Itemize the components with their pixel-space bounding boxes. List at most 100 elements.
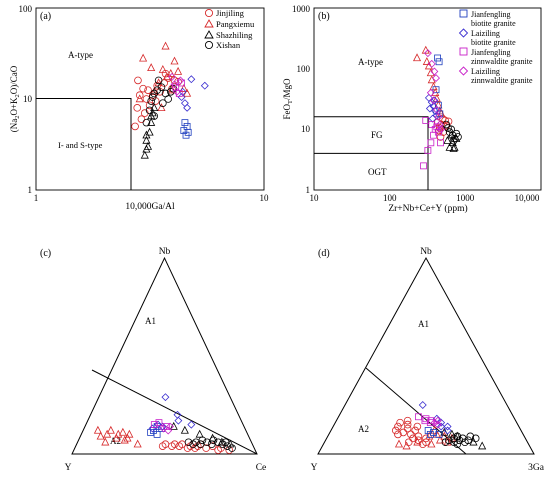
data-point-pangxiemu — [123, 433, 132, 442]
panel-d-apex-left: Y — [311, 463, 318, 473]
panel-d-apex-right: 3Ga — [528, 463, 545, 473]
data-point-jianfengling-biotite-granite — [153, 430, 161, 438]
data-point-pangxiemu — [427, 439, 436, 448]
panel-b-x-axis: 10 100 1000 10,000 Zr+Nb+Ce+Y (ppm) — [310, 193, 540, 214]
panel-b-x-tick-label: 1000 — [456, 193, 475, 203]
data-point-jinjiling — [133, 104, 142, 112]
legend-marker-jinjiling — [204, 8, 214, 18]
data-point-pangxiemu — [120, 435, 129, 444]
data-point-laiziling-zinnwaldite-granite — [170, 80, 179, 89]
panel-d-label: (d) — [318, 248, 330, 259]
legend-label: Jinjiling — [216, 8, 245, 18]
data-point-jinjiling — [414, 436, 423, 445]
data-point-pangxiemu — [412, 53, 422, 62]
panel-b-x-tick-label: 10,000 — [515, 193, 540, 203]
data-point-pangxiemu — [402, 441, 411, 450]
panel-b-field-label-ogt: OGT — [368, 167, 387, 177]
panel-b: (b) A-type FG OGT 10 100 1000 10,000 Zr+… — [282, 4, 542, 214]
data-point-jianfengling-biotite-granite — [435, 430, 443, 438]
data-point-laiziling-zinnwaldite-granite — [429, 96, 438, 105]
legend-marker-jianfengling-zinnwaldite — [459, 47, 468, 56]
data-point-jinjiling — [134, 76, 142, 85]
data-point-xishan — [145, 106, 154, 115]
data-point-laiziling-biotite-granite — [430, 96, 439, 105]
panel-b-legend: Jianfengling biotite granite Laiziling b… — [458, 9, 533, 85]
data-point-jinjiling — [413, 422, 422, 431]
data-point-jinjiling — [399, 428, 408, 437]
data-point-jinjiling — [403, 420, 412, 429]
data-point-jinjiling — [140, 109, 149, 117]
data-point-shazhiling — [169, 421, 178, 430]
panel-c-field-label-a1: A1 — [145, 316, 156, 326]
panel-b-y-tick-label: 1000 — [292, 4, 311, 14]
data-point-jianfengling-biotite-granite — [184, 128, 192, 136]
panel-a-x-axis: 1 10 10,000Ga/Al — [34, 193, 269, 212]
panel-b-x-axis-title: Zr+Nb+Ce+Y (ppm) — [388, 203, 467, 214]
data-point-jinjiling — [411, 426, 420, 435]
data-point-pangxiemu — [170, 56, 179, 65]
data-point-shazhiling — [445, 142, 454, 151]
panel-b-y-tick-label: 10 — [301, 124, 311, 134]
panel-d-triangle-frame — [317, 256, 535, 455]
data-point-laiziling-zinnwaldite-granite — [430, 67, 439, 76]
legend-label: zinnwaldite granite — [471, 57, 533, 66]
data-point-pangxiemu — [103, 429, 112, 438]
data-point-laiziling-biotite-granite — [425, 104, 434, 113]
data-point-laiziling-biotite-granite — [427, 98, 436, 107]
data-point-pangxiemu — [413, 437, 422, 446]
data-point-laiziling-zinnwaldite-granite — [432, 105, 441, 114]
panel-c-apex-top: Nb — [159, 247, 171, 257]
data-point-laiziling-zinnwaldite-granite — [176, 76, 185, 85]
data-point-xishan — [449, 136, 458, 145]
data-point-pangxiemu — [157, 103, 166, 112]
panel-d: (d) Nb Y 3Ga A1 A2 — [311, 247, 545, 473]
legend-marker-shazhiling — [204, 30, 214, 39]
panel-d-field-label-a1: A1 — [418, 319, 429, 329]
legend-label: Jianfengling — [471, 10, 511, 19]
data-point-xishan — [150, 112, 159, 120]
data-point-xishan — [214, 438, 222, 447]
data-point-laiziling-zinnwaldite-granite — [172, 87, 181, 96]
data-point-pangxiemu — [422, 57, 431, 65]
data-point-jianfengling-zinnwaldite-granite — [421, 417, 429, 425]
data-point-xishan — [444, 436, 453, 445]
data-point-laiziling-biotite-granite — [428, 114, 437, 123]
data-point-pangxiemu — [125, 429, 134, 438]
data-point-pangxiemu — [435, 435, 445, 444]
data-point-jianfengling-biotite-granite — [432, 86, 440, 94]
data-point-shazhiling — [443, 136, 452, 144]
data-point-jianfengling-biotite-granite — [430, 429, 437, 436]
data-point-jinjiling — [137, 115, 146, 123]
panel-d-field-label-a2: A2 — [358, 424, 369, 434]
panel-b-y-axis: 1 10 100 1000 FeOT/MgO — [282, 4, 311, 195]
legend-marker-laiziling-zinnwaldite — [458, 66, 469, 76]
panel-c-triangle-frame — [71, 256, 258, 455]
panel-b-y-tick-label: 1 — [306, 185, 311, 195]
data-point-xishan — [461, 438, 469, 447]
data-point-pangxiemu — [150, 87, 159, 95]
data-point-laiziling-zinnwaldite-granite — [159, 424, 168, 433]
data-point-xishan — [207, 440, 216, 449]
data-point-pangxiemu — [158, 65, 167, 73]
data-point-laiziling-biotite-granite — [437, 422, 446, 431]
panel-a-y-axis: 1 10 100 (Na2O+K2O)/CaO — [9, 4, 33, 195]
legend-label: Shazhiling — [216, 30, 253, 40]
data-point-xishan — [164, 95, 172, 103]
legend-marker-pangxiemu — [204, 19, 214, 28]
data-point-jinjiling — [144, 86, 152, 94]
data-point-jianfengling-biotite-granite — [181, 119, 189, 127]
data-point-jinjiling — [396, 418, 404, 427]
data-point-laiziling-biotite-granite — [161, 393, 170, 402]
data-point-xishan — [198, 436, 207, 445]
data-point-jianfengling-zinnwaldite-granite — [437, 139, 444, 147]
data-point-laiziling-biotite-granite — [187, 420, 196, 429]
data-point-jianfengling-zinnwaldite-granite — [426, 419, 434, 427]
data-point-laiziling-biotite-granite — [443, 422, 452, 431]
legend-label: zinnwaldite granite — [471, 76, 533, 85]
data-point-jinjiling — [391, 426, 400, 435]
data-point-jianfengling-biotite-granite — [435, 58, 443, 66]
data-point-jinjiling — [208, 442, 217, 450]
data-point-pangxiemu — [174, 66, 183, 75]
data-point-laiziling-zinnwaldite-granite — [168, 72, 176, 81]
